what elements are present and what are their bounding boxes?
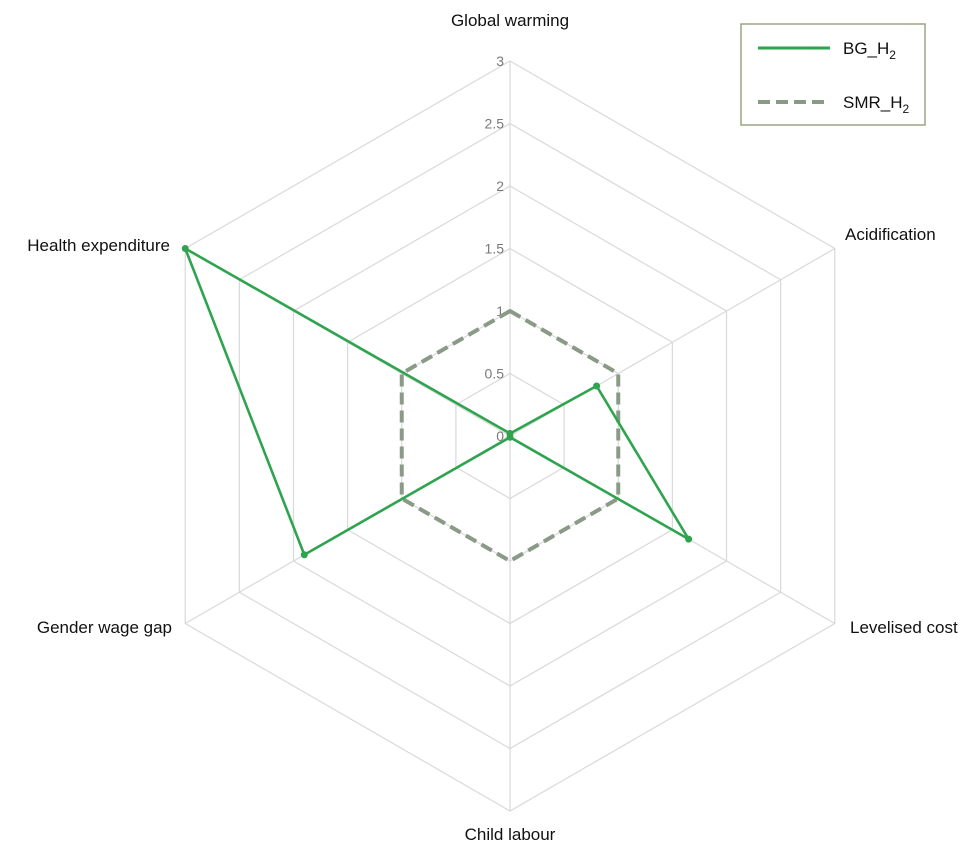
legend: BG_H2 SMR_H2 [740,23,926,126]
axis-label-global-warming: Global warming [451,11,569,30]
data-point [685,535,693,543]
legend-label-smr-h2: SMR_H2 [843,93,910,116]
data-point [506,433,514,441]
tick-label: 2.5 [485,116,505,132]
legend-label-bg-h2: BG_H2 [843,39,896,62]
axis-label-child-labour: Child labour [465,825,556,844]
tick-label: 1 [496,303,504,319]
tick-label: 2 [496,178,504,194]
axis-labels: Global warming Acidification Levelised cos… [27,11,958,844]
axis-label-gender-wage-gap: Gender wage gap [37,618,172,637]
tick-labels: 0 0.5 1 1.5 2 2.5 3 [485,53,505,444]
data-point [593,382,601,390]
axis-label-levelised-cost: Levelised cost [850,618,958,637]
tick-label: 1.5 [485,241,505,257]
data-point [181,245,189,252]
tick-label: 0.5 [485,366,505,382]
series [181,245,693,563]
legend-box [740,23,926,126]
series-line-bg-h2 [183,247,690,557]
tick-label: 0 [496,428,504,444]
data-point [300,551,308,559]
tick-label: 3 [496,53,504,69]
axis-label-acidification: Acidification [845,225,936,244]
axis-label-health-expenditure: Health expenditure [27,236,170,255]
